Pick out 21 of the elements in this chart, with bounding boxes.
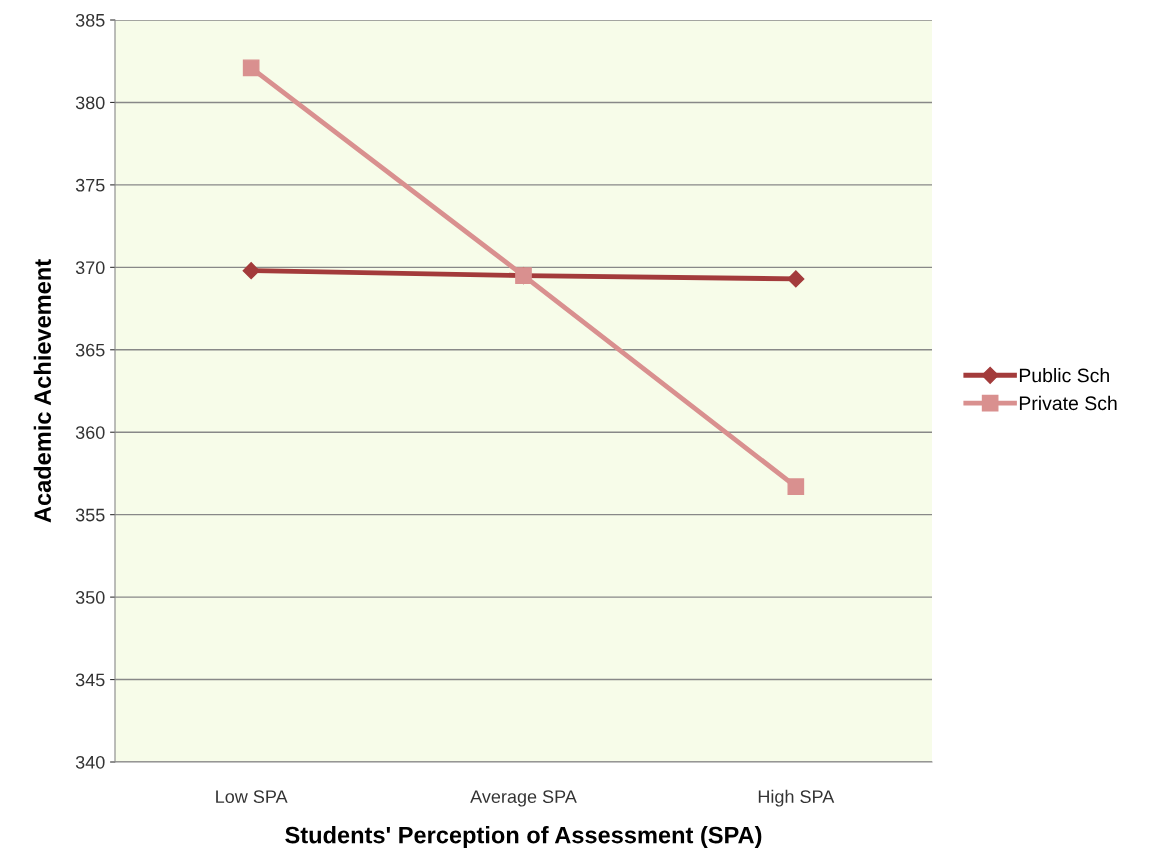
y-tick-label: 380 bbox=[75, 96, 105, 110]
point bbox=[787, 270, 805, 288]
x-tick-label: Average SPA bbox=[470, 790, 577, 807]
y-tick-label: 350 bbox=[75, 591, 105, 604]
x-axis-title: Students' Perception of Assessment (SPA) bbox=[285, 826, 762, 849]
y-tick-label: 375 bbox=[75, 178, 105, 192]
y-tick-label: 385 bbox=[75, 13, 105, 27]
y-tick-label: 345 bbox=[75, 673, 105, 687]
y-tick-label: 370 bbox=[75, 261, 105, 275]
legend-label: Public Sch bbox=[1019, 368, 1109, 383]
y-tick-label: 355 bbox=[75, 508, 105, 522]
x-tick-label: Low SPA bbox=[216, 790, 288, 804]
y-tick-label: 365 bbox=[75, 343, 105, 357]
x-tick-label: High SPA bbox=[758, 789, 835, 807]
y-axis-title: Academic Achievement bbox=[33, 259, 52, 523]
point bbox=[242, 262, 260, 280]
point bbox=[787, 478, 805, 495]
point bbox=[242, 59, 260, 77]
y-tick-label: 360 bbox=[75, 426, 105, 439]
legend-label: Private Sch bbox=[1019, 395, 1117, 411]
y-tick-label: 340 bbox=[75, 755, 105, 769]
